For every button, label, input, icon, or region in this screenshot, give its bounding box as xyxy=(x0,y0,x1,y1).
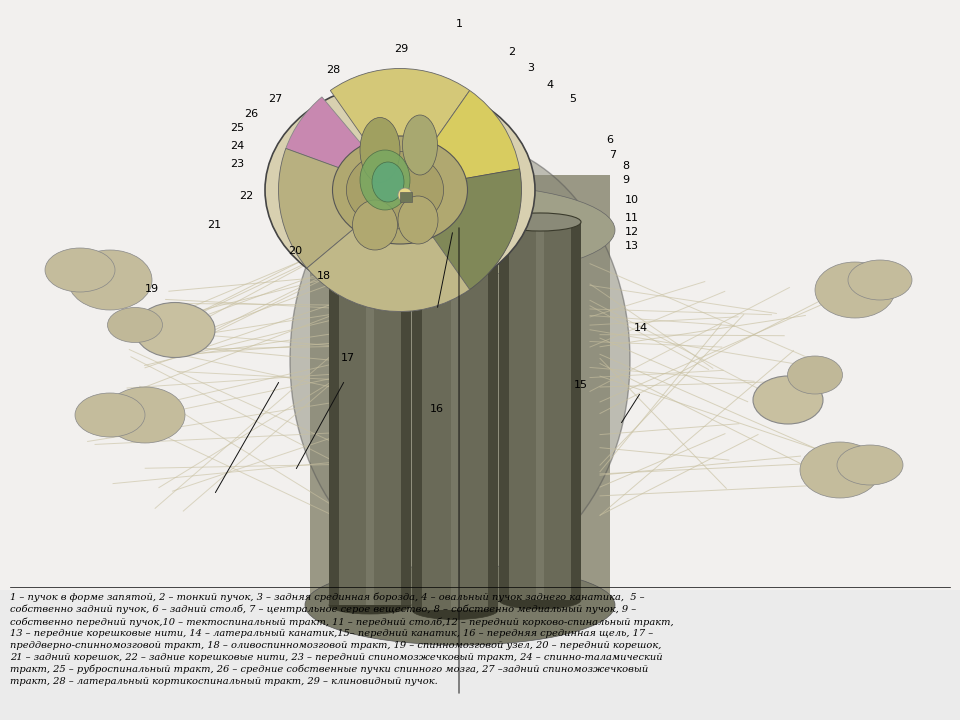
Text: 29: 29 xyxy=(395,44,408,54)
Text: 17: 17 xyxy=(341,353,354,363)
Ellipse shape xyxy=(105,387,185,443)
Bar xyxy=(536,222,544,600)
Ellipse shape xyxy=(352,200,397,250)
Text: 12: 12 xyxy=(625,227,638,237)
Ellipse shape xyxy=(372,162,404,202)
Ellipse shape xyxy=(135,302,215,358)
Bar xyxy=(499,222,509,600)
Circle shape xyxy=(398,188,412,202)
Wedge shape xyxy=(307,190,469,312)
Bar xyxy=(310,175,610,605)
Wedge shape xyxy=(330,68,469,190)
Ellipse shape xyxy=(360,150,410,210)
Ellipse shape xyxy=(787,356,843,394)
Ellipse shape xyxy=(412,201,498,220)
Bar xyxy=(401,233,411,605)
Ellipse shape xyxy=(360,117,400,182)
Bar xyxy=(400,192,412,202)
Text: 19: 19 xyxy=(145,284,158,294)
Ellipse shape xyxy=(815,262,895,318)
Ellipse shape xyxy=(347,151,444,229)
Wedge shape xyxy=(286,97,400,190)
Ellipse shape xyxy=(45,248,115,292)
Text: 25: 25 xyxy=(230,123,244,133)
Bar xyxy=(329,233,411,605)
Ellipse shape xyxy=(848,260,912,300)
Ellipse shape xyxy=(75,393,145,437)
Text: 5: 5 xyxy=(569,94,577,104)
Ellipse shape xyxy=(68,250,152,310)
Text: 20: 20 xyxy=(288,246,301,256)
Wedge shape xyxy=(330,190,461,312)
Ellipse shape xyxy=(305,565,615,645)
Ellipse shape xyxy=(290,140,630,580)
Ellipse shape xyxy=(398,196,438,244)
Ellipse shape xyxy=(305,185,615,275)
Bar xyxy=(412,210,498,610)
Ellipse shape xyxy=(108,307,162,343)
Text: 23: 23 xyxy=(230,159,244,169)
Text: 2: 2 xyxy=(508,47,516,57)
Bar xyxy=(571,222,581,600)
Text: 13: 13 xyxy=(625,241,638,251)
Bar xyxy=(499,222,581,600)
Wedge shape xyxy=(400,169,521,295)
Ellipse shape xyxy=(753,376,823,424)
Text: 18: 18 xyxy=(317,271,330,281)
Ellipse shape xyxy=(265,82,535,298)
Text: 3: 3 xyxy=(527,63,535,73)
Bar xyxy=(488,210,498,610)
Text: 28: 28 xyxy=(326,65,340,75)
Bar xyxy=(329,233,339,605)
Text: 7: 7 xyxy=(609,150,616,160)
Ellipse shape xyxy=(332,136,468,244)
Bar xyxy=(450,210,459,610)
Text: 21: 21 xyxy=(207,220,221,230)
Text: 16: 16 xyxy=(430,404,444,414)
Text: 15: 15 xyxy=(574,380,588,390)
Wedge shape xyxy=(400,91,519,190)
Text: 11: 11 xyxy=(625,213,638,223)
Ellipse shape xyxy=(499,591,581,609)
Text: 6: 6 xyxy=(606,135,613,145)
Bar xyxy=(412,210,422,610)
Ellipse shape xyxy=(329,224,411,242)
Text: 9: 9 xyxy=(622,175,630,185)
Text: 22: 22 xyxy=(240,191,253,201)
Ellipse shape xyxy=(800,442,880,498)
Text: 1 – пучок в форме запятой, 2 – тонкий пучок, 3 – задняя срединная борозда, 4 – о: 1 – пучок в форме запятой, 2 – тонкий пу… xyxy=(10,593,674,685)
Text: 10: 10 xyxy=(625,195,638,205)
Ellipse shape xyxy=(329,596,411,614)
Bar xyxy=(366,233,374,605)
Text: 4: 4 xyxy=(546,80,554,90)
Text: 27: 27 xyxy=(269,94,282,104)
Ellipse shape xyxy=(837,445,903,485)
Ellipse shape xyxy=(402,115,438,175)
Ellipse shape xyxy=(412,600,498,619)
Text: 8: 8 xyxy=(622,161,630,171)
Bar xyxy=(0,0,960,590)
Text: 14: 14 xyxy=(635,323,648,333)
Ellipse shape xyxy=(499,213,581,231)
Wedge shape xyxy=(278,148,400,268)
Text: 1: 1 xyxy=(455,19,463,29)
Text: 26: 26 xyxy=(245,109,258,119)
Text: 24: 24 xyxy=(230,141,244,151)
